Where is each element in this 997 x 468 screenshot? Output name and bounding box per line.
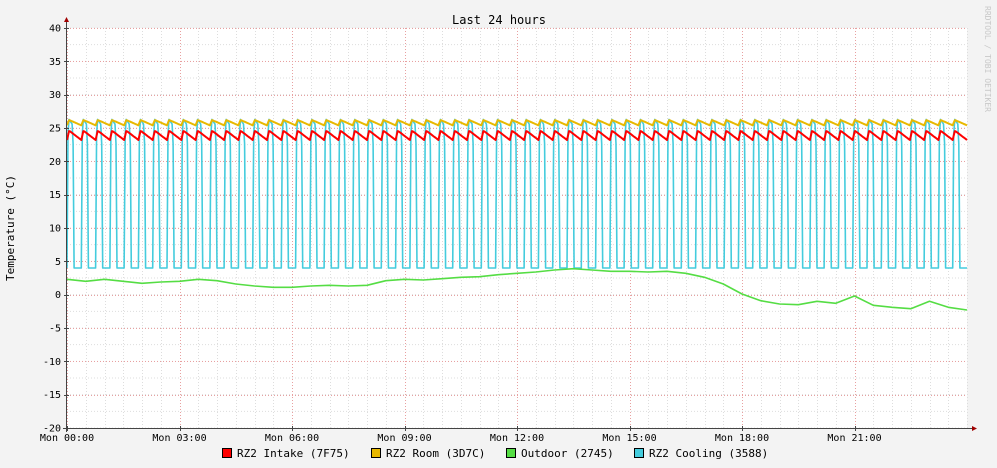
x-axis-arrow [972,426,977,431]
legend-item-0: RZ2 Intake (7F75) [222,447,350,460]
legend-swatch [222,448,232,458]
y-tick-label: 0 [55,290,61,301]
legend-swatch [634,448,644,458]
x-tick-label: Mon 21:00 [827,433,881,444]
legend-item-2: Outdoor (2745) [506,447,614,460]
y-tick-label: 35 [49,57,61,68]
y-tick-label: 30 [49,90,61,101]
y-tick-label: 25 [49,124,61,135]
legend-item-1: RZ2 Room (3D7C) [371,447,485,460]
y-tick-label: 5 [55,257,61,268]
y-tick-labels: -20 -15 -10 -5 0 5 10 15 20 25 30 35 40 [43,24,61,435]
watermark: RRDTOOL / TOBI OETIKER [983,6,992,112]
y-tick-label: 15 [49,190,61,201]
legend-label: RZ2 Cooling (3588) [649,447,768,460]
x-tick-label: Mon 18:00 [715,433,769,444]
legend-label: RZ2 Intake (7F75) [237,447,350,460]
y-tick-label: -5 [49,324,61,335]
chart-title: Last 24 hours [452,13,546,27]
series-line-0 [66,130,968,141]
x-tick-label: Mon 12:00 [490,433,544,444]
y-tick-label: -15 [43,390,61,401]
legend-label: Outdoor (2745) [521,447,614,460]
series-line-2 [66,267,968,311]
legend-label: RZ2 Room (3D7C) [386,447,485,460]
legend: RZ2 Intake (7F75) RZ2 Room (3D7C) Outdoor … [222,447,768,460]
series-line-1 [66,119,968,127]
x-tick-labels: Mon 00:00 Mon 03:00 Mon 06:00 Mon 09:00 Mon … [40,433,882,444]
y-axis-arrow [64,17,69,22]
x-tick-label: Mon 09:00 [377,433,431,444]
y-tick-label: 20 [49,157,61,168]
y-tick-label: -20 [43,424,61,435]
axes [63,17,977,432]
y-axis-label: Temperature (°C) [4,175,17,281]
x-tick-label: Mon 15:00 [602,433,656,444]
series-line-3 [66,118,967,269]
legend-swatch [371,448,381,458]
legend-swatch [506,448,516,458]
y-tick-label: -10 [43,357,61,368]
y-tick-label: 10 [49,224,61,235]
x-tick-label: Mon 06:00 [265,433,319,444]
series-group [66,118,968,311]
x-tick-label: Mon 03:00 [152,433,206,444]
legend-item-3: RZ2 Cooling (3588) [634,447,768,460]
y-tick-label: 40 [49,24,61,35]
x-tick-label: Mon 00:00 [40,433,94,444]
grid-lines [67,27,968,429]
